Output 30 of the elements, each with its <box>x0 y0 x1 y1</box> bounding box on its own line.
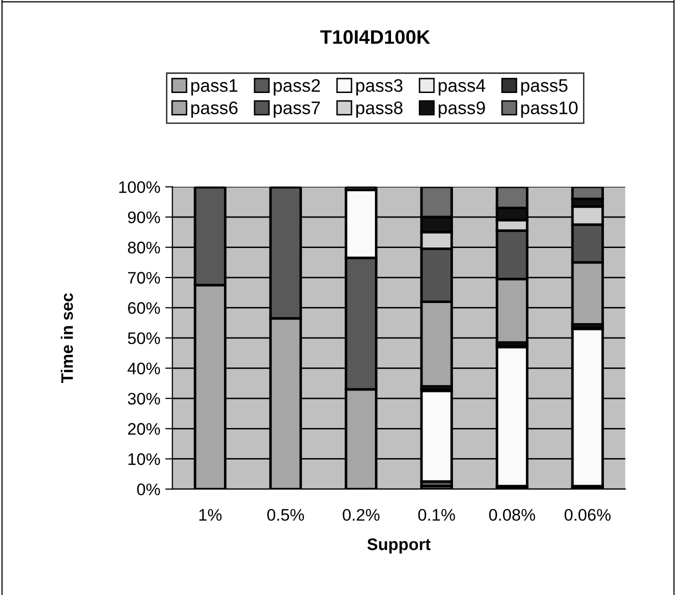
x-tick-label: 0.1% <box>418 508 455 521</box>
x-tick-label: 1% <box>199 509 222 521</box>
x-axis-title: Support <box>367 538 431 554</box>
x-tick-label: 0.2% <box>342 508 380 521</box>
y-tick-label: 60% <box>128 302 160 314</box>
y-tick-label: 0% <box>137 483 160 496</box>
legend-label: pass7 <box>274 102 320 118</box>
x-tick-label: 0.06% <box>564 508 611 521</box>
y-tick-label: 30% <box>128 392 160 405</box>
y-tick-label: 10% <box>128 453 160 466</box>
legend-label: pass6 <box>191 101 238 118</box>
y-tick-label: 40% <box>128 362 160 374</box>
legend-label: pass1 <box>191 79 238 96</box>
y-tick-label: 70% <box>128 272 160 284</box>
legend-label: pass2 <box>274 79 320 96</box>
legend-label: pass8 <box>356 101 402 118</box>
y-tick-label: 80% <box>128 242 160 254</box>
chart-title: T10I4D100K <box>320 30 430 44</box>
y-axis-title: Time in sec <box>60 293 73 384</box>
y-tick-label: 90% <box>128 211 160 224</box>
y-tick-label: 100% <box>119 181 160 194</box>
legend-label: pass10 <box>521 101 578 118</box>
legend-label: pass9 <box>438 101 485 118</box>
legend-label: pass4 <box>438 79 486 96</box>
x-tick-label: 0.5% <box>267 508 304 521</box>
y-tick-label: 50% <box>128 332 160 344</box>
legend-label: pass5 <box>521 79 568 96</box>
x-tick-label: 0.08% <box>489 508 536 521</box>
y-tick-label: 20% <box>128 423 160 435</box>
legend-label: pass3 <box>356 79 402 96</box>
